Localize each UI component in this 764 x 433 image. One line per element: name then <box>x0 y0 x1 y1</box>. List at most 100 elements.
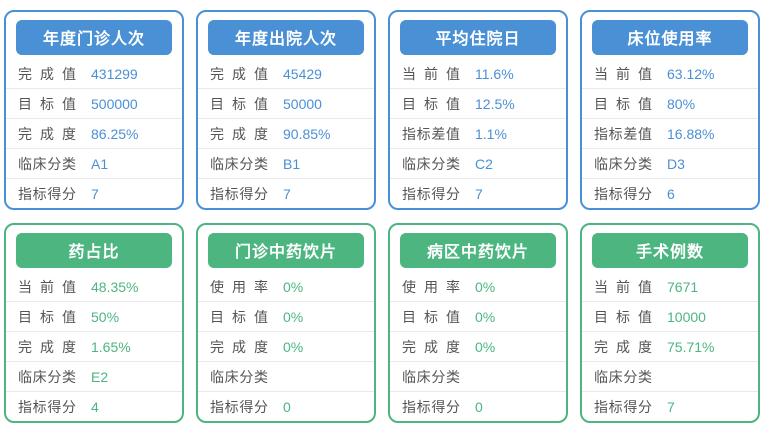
metric-rows: 完成值 45429 目标值 50000 完成度 90.85% 临床分类 B1 指… <box>198 59 374 208</box>
metric-value: 0 <box>283 398 291 415</box>
metric-row: 完成值 45429 <box>198 59 374 89</box>
metric-row: 临床分类 D3 <box>582 149 758 179</box>
metric-label: 临床分类 <box>18 155 76 172</box>
metric-label: 临床分类 <box>210 155 268 172</box>
metric-row: 指标得分 0 <box>390 392 566 421</box>
metric-value: C2 <box>475 155 493 172</box>
metric-value: B1 <box>283 155 301 172</box>
metric-rows: 当前值 48.35% 目标值 50% 完成度 1.65% 临床分类 E2 指标得… <box>6 272 182 421</box>
indicator-card-annual-outpatient-visits: 年度门诊人次 完成值 431299 目标值 500000 完成度 86.25% … <box>4 10 184 210</box>
metric-label: 临床分类 <box>594 368 652 385</box>
metric-label: 当前值 <box>402 65 460 82</box>
metric-row: 目标值 50% <box>6 302 182 332</box>
metric-value: 50% <box>91 308 120 325</box>
metric-label: 临床分类 <box>18 368 76 385</box>
metric-row: 目标值 12.5% <box>390 89 566 119</box>
metric-label: 当前值 <box>594 65 652 82</box>
metric-label: 目标值 <box>18 95 76 112</box>
metric-row: 指标得分 7 <box>390 179 566 208</box>
metric-row: 目标值 0% <box>390 302 566 332</box>
metric-row: 指标得分 7 <box>6 179 182 208</box>
metric-label: 临床分类 <box>594 155 652 172</box>
metric-label: 指标得分 <box>402 185 460 202</box>
metric-value: 16.88% <box>667 125 715 142</box>
metric-value: 45429 <box>283 65 322 82</box>
metric-label: 目标值 <box>594 308 652 325</box>
metric-row: 指标差值 1.1% <box>390 119 566 149</box>
metric-label: 使用率 <box>210 278 268 295</box>
metric-rows: 当前值 11.6% 目标值 12.5% 指标差值 1.1% 临床分类 C2 指标… <box>390 59 566 208</box>
card-title[interactable]: 年度门诊人次 <box>16 20 172 55</box>
metric-label: 目标值 <box>210 95 268 112</box>
metric-row: 完成度 1.65% <box>6 332 182 362</box>
metric-label: 完成度 <box>18 125 76 142</box>
metric-row: 完成度 90.85% <box>198 119 374 149</box>
metric-label: 临床分类 <box>402 155 460 172</box>
metric-label: 指标得分 <box>402 398 460 415</box>
metric-value: 4 <box>91 398 99 415</box>
metric-row: 指标差值 16.88% <box>582 119 758 149</box>
metric-value: 80% <box>667 95 696 112</box>
card-title[interactable]: 平均住院日 <box>400 20 556 55</box>
metric-value: 50000 <box>283 95 322 112</box>
metric-value: 0% <box>475 308 496 325</box>
metric-value: E2 <box>91 368 109 385</box>
metric-value: 86.25% <box>91 125 139 142</box>
card-title[interactable]: 病区中药饮片 <box>400 233 556 268</box>
card-grid: 年度门诊人次 完成值 431299 目标值 500000 完成度 86.25% … <box>4 10 760 423</box>
metric-label: 完成度 <box>18 338 76 355</box>
metric-value: D3 <box>667 155 685 172</box>
metric-label: 指标差值 <box>594 125 652 142</box>
metric-label: 指标得分 <box>18 185 76 202</box>
metric-label: 指标得分 <box>18 398 76 415</box>
metric-label: 指标得分 <box>594 398 652 415</box>
card-title[interactable]: 药占比 <box>16 233 172 268</box>
metric-value: 7 <box>667 398 675 415</box>
metric-row: 指标得分 4 <box>6 392 182 421</box>
metric-value: 63.12% <box>667 65 715 82</box>
metric-row: 指标得分 7 <box>582 392 758 421</box>
metric-value: 90.85% <box>283 125 331 142</box>
metric-row: 完成度 0% <box>198 332 374 362</box>
metric-row: 临床分类 <box>390 362 566 392</box>
metric-row: 临床分类 <box>198 362 374 392</box>
metric-value: 500000 <box>91 95 138 112</box>
card-title[interactable]: 年度出院人次 <box>208 20 364 55</box>
card-title[interactable]: 门诊中药饮片 <box>208 233 364 268</box>
metric-row: 当前值 63.12% <box>582 59 758 89</box>
metric-value: 7 <box>283 185 291 202</box>
metric-value: 12.5% <box>475 95 515 112</box>
metric-label: 目标值 <box>402 308 460 325</box>
indicator-card-bed-usage-rate: 床位使用率 当前值 63.12% 目标值 80% 指标差值 16.88% 临床分… <box>580 10 760 210</box>
metric-row: 完成度 75.71% <box>582 332 758 362</box>
metric-label: 完成值 <box>210 65 268 82</box>
metric-row: 目标值 10000 <box>582 302 758 332</box>
metric-value: 0% <box>475 278 496 295</box>
indicator-card-average-hospital-stay: 平均住院日 当前值 11.6% 目标值 12.5% 指标差值 1.1% 临床分类… <box>388 10 568 210</box>
metric-row: 使用率 0% <box>390 272 566 302</box>
indicator-card-drug-proportion: 药占比 当前值 48.35% 目标值 50% 完成度 1.65% 临床分类 E2 <box>4 223 184 423</box>
metric-row: 目标值 500000 <box>6 89 182 119</box>
metric-row: 指标得分 7 <box>198 179 374 208</box>
metric-rows: 当前值 63.12% 目标值 80% 指标差值 16.88% 临床分类 D3 指… <box>582 59 758 208</box>
metric-label: 目标值 <box>210 308 268 325</box>
card-title[interactable]: 床位使用率 <box>592 20 748 55</box>
indicator-card-outpatient-herbal-pieces: 门诊中药饮片 使用率 0% 目标值 0% 完成度 0% 临床分类 <box>196 223 376 423</box>
metric-row: 完成度 86.25% <box>6 119 182 149</box>
metric-row: 指标得分 0 <box>198 392 374 421</box>
card-title[interactable]: 手术例数 <box>592 233 748 268</box>
metric-value: 0% <box>283 308 304 325</box>
metric-label: 完成度 <box>210 125 268 142</box>
metric-value: 431299 <box>91 65 138 82</box>
metric-value: A1 <box>91 155 109 172</box>
metric-value: 1.65% <box>91 338 131 355</box>
metric-label: 当前值 <box>594 278 652 295</box>
metric-label: 临床分类 <box>402 368 460 385</box>
metric-label: 临床分类 <box>210 368 268 385</box>
metric-row: 目标值 0% <box>198 302 374 332</box>
metric-label: 完成值 <box>18 65 76 82</box>
metric-value: 11.6% <box>475 65 514 82</box>
metric-value: 7 <box>91 185 99 202</box>
indicator-card-surgery-count: 手术例数 当前值 7671 目标值 10000 完成度 75.71% 临床分类 <box>580 223 760 423</box>
